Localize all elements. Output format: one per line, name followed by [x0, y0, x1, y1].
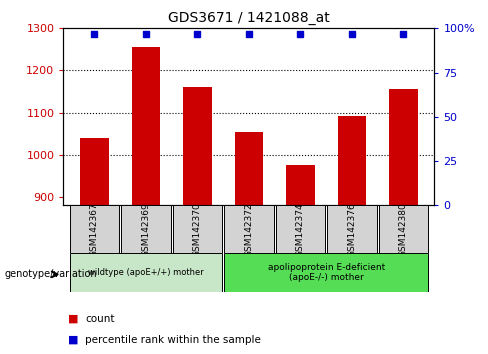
Bar	[276, 205, 325, 253]
Bar	[286, 165, 315, 354]
Bar	[183, 87, 211, 354]
Text: GSM142376: GSM142376	[347, 202, 356, 257]
Text: GSM142369: GSM142369	[142, 202, 150, 257]
Bar	[224, 205, 274, 253]
Bar	[121, 205, 171, 253]
Bar	[235, 132, 263, 354]
Bar	[379, 205, 428, 253]
Text: GSM142370: GSM142370	[193, 202, 202, 257]
Text: genotype/variation: genotype/variation	[5, 269, 98, 279]
Bar	[132, 47, 160, 354]
Bar	[173, 205, 222, 253]
Bar	[70, 205, 119, 253]
Text: GSM142374: GSM142374	[296, 202, 305, 257]
Bar	[224, 253, 428, 292]
Bar	[389, 90, 418, 354]
Text: GSM142380: GSM142380	[399, 202, 408, 257]
Text: ■: ■	[68, 335, 79, 345]
Bar	[327, 205, 377, 253]
Text: GSM142367: GSM142367	[90, 202, 99, 257]
Text: ■: ■	[68, 314, 79, 324]
Text: wildtype (apoE+/+) mother: wildtype (apoE+/+) mother	[88, 268, 203, 277]
Bar	[338, 116, 366, 354]
Text: count: count	[85, 314, 115, 324]
Bar	[80, 138, 108, 354]
Text: apolipoprotein E-deficient
(apoE-/-) mother: apolipoprotein E-deficient (apoE-/-) mot…	[267, 263, 385, 282]
Title: GDS3671 / 1421088_at: GDS3671 / 1421088_at	[168, 11, 330, 24]
Bar	[70, 253, 222, 292]
Text: percentile rank within the sample: percentile rank within the sample	[85, 335, 261, 345]
Text: GSM142372: GSM142372	[244, 202, 253, 257]
